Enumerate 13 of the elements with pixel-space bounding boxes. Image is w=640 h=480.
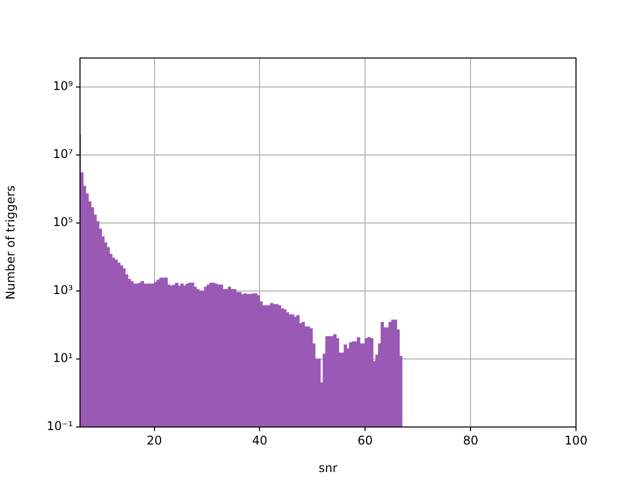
x-tick-label: 20 bbox=[146, 433, 162, 448]
x-tick-label: 40 bbox=[252, 433, 268, 448]
x-axis-title: snr bbox=[318, 460, 338, 475]
y-tick-label: 10⁵ bbox=[52, 214, 74, 229]
y-tick-label: 10⁻¹ bbox=[46, 419, 74, 434]
x-tick-label: 80 bbox=[462, 433, 478, 448]
x-tick-label: 60 bbox=[358, 433, 373, 448]
y-tick-label: 10¹ bbox=[52, 351, 74, 366]
y-tick-label: 10⁹ bbox=[52, 78, 74, 93]
x-tick-label: 100 bbox=[564, 433, 588, 448]
y-tick-label: 10⁷ bbox=[52, 146, 74, 161]
y-axis-title: Number of triggers bbox=[3, 185, 18, 300]
y-tick-label: 10³ bbox=[52, 283, 74, 298]
